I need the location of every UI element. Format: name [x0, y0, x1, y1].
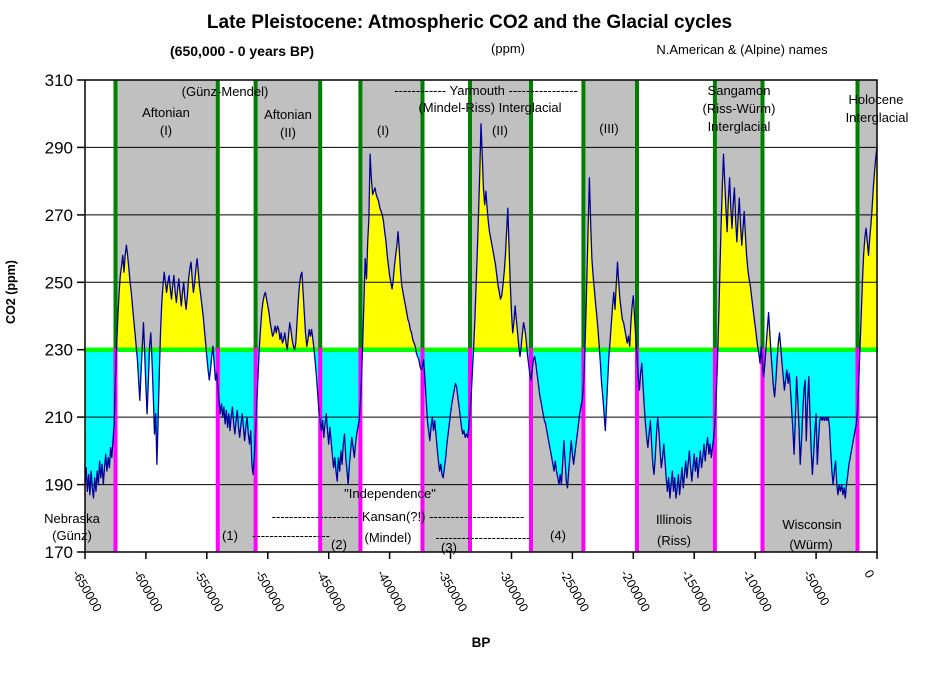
annotation-label: (I) [377, 123, 389, 138]
y-axis-title: CO2 (ppm) [4, 260, 18, 324]
x-tick-label: -350000 [435, 568, 470, 615]
annotation-label: (Günz) [52, 528, 92, 543]
y-tick-label: 270 [45, 206, 73, 225]
y-tick-label: 170 [45, 543, 73, 562]
annotation-label: Aftonian [264, 107, 312, 122]
y-tick-label: 290 [45, 138, 73, 157]
y-tick-label: 190 [45, 476, 73, 495]
plot-border [84, 79, 878, 553]
x-tick-label: -400000 [374, 568, 409, 615]
subtitle-units: (ppm) [491, 41, 525, 56]
x-tick-label: -300000 [496, 568, 531, 615]
annotation-label: Interglacial [708, 119, 771, 134]
annotation-label: Illinois [656, 512, 693, 527]
annotation-label: (Würm) [789, 537, 832, 552]
x-tick-label: -550000 [191, 568, 226, 615]
subtitle-naming-schemes: N.American & (Alpine) names [656, 42, 828, 57]
co2-above-threshold-fill [85, 123, 877, 350]
annotation-label: -------------------- Kansan(?!) --------… [272, 509, 525, 524]
x-axis-title: BP [472, 635, 491, 650]
annotation-label: (Mindel-Riss) Interglacial [418, 100, 561, 115]
y-tick-label: 210 [45, 408, 73, 427]
annotation-label: Sangamon [708, 83, 771, 98]
y-tick-label: 250 [45, 273, 73, 292]
subtitle-year-range: (650,000 - 0 years BP) [170, 43, 314, 59]
x-tick-label: -450000 [313, 568, 348, 615]
x-tick-label: -600000 [130, 568, 165, 615]
x-tick-label: -200000 [618, 568, 653, 615]
annotation-label: (4) [550, 528, 566, 543]
y-tick-label: 310 [45, 71, 73, 90]
annotation-label: (1) [222, 528, 238, 543]
page-title: Late Pleistocene: Atmospheric CO2 and th… [206, 12, 733, 33]
annotation-label: Holocene [849, 92, 904, 107]
annotation-label: (Günz-Mendel) [182, 84, 269, 99]
annotation-label: "Independence" [344, 486, 436, 501]
x-tick-label: -50000 [801, 568, 833, 609]
co2-below-threshold-fill [85, 349, 860, 499]
annotation-label: (Riss-Würm) [703, 101, 776, 116]
annotation-label: (3) [441, 540, 457, 555]
annotation-label: (Riss) [657, 533, 691, 548]
x-tick-label: -650000 [69, 568, 104, 615]
annotation-label: (III) [599, 121, 619, 136]
annotation-label: (I) [160, 123, 172, 138]
annotation-label: Wisconsin [782, 517, 841, 532]
annotation-label: ------------ Yarmouth ---------------- [394, 83, 578, 98]
annotation-label: (Mindel) [365, 530, 412, 545]
x-tick-label: 0 [861, 568, 877, 581]
annotation-label: ---------------------- [435, 530, 530, 545]
annotation-label: (2) [331, 537, 347, 552]
annotation-label: ------------------ [252, 528, 330, 543]
x-tick-label: -500000 [252, 568, 287, 615]
x-tick-label: -150000 [679, 568, 714, 615]
x-tick-label: -100000 [740, 568, 775, 615]
annotation-label: Interglacial [846, 110, 909, 125]
y-tick-label: 230 [45, 341, 73, 360]
annotation-label: (II) [280, 125, 296, 140]
annotation-label: (II) [492, 123, 508, 138]
annotation-label: Nebraska [44, 511, 100, 526]
annotation-label: Aftonian [142, 105, 190, 120]
x-tick-label: -250000 [557, 568, 592, 615]
co2-curve [84, 123, 878, 499]
